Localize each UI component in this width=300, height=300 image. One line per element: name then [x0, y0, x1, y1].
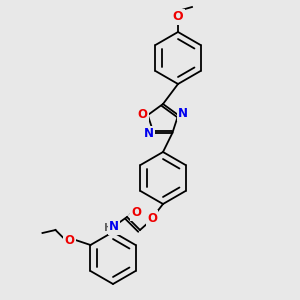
Text: H: H — [103, 223, 112, 233]
Text: O: O — [64, 233, 74, 247]
Text: O: O — [131, 206, 141, 220]
Text: O: O — [138, 108, 148, 121]
Text: N: N — [109, 220, 119, 233]
Text: N: N — [144, 128, 154, 140]
Text: O: O — [173, 11, 183, 23]
Text: N: N — [178, 106, 188, 120]
Text: O: O — [147, 212, 157, 224]
